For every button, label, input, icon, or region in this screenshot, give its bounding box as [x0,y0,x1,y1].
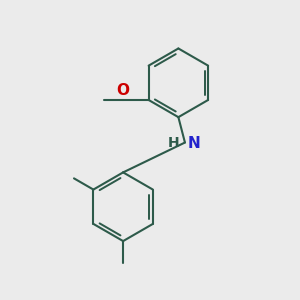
Text: H: H [168,136,180,150]
Text: N: N [187,136,200,151]
Text: O: O [117,82,130,98]
